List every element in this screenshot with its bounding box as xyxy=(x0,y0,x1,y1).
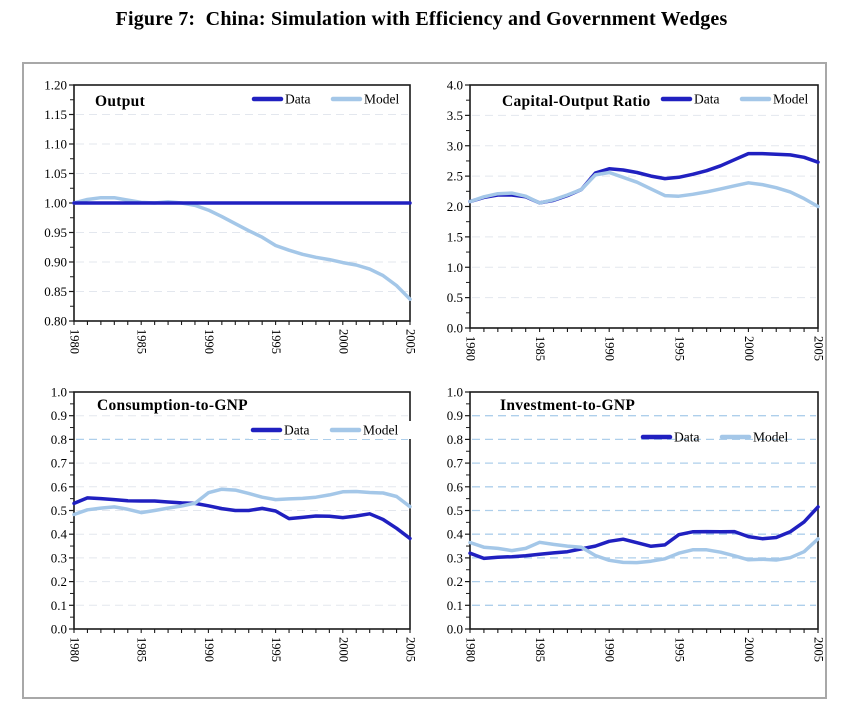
y-tick-label: 0.4 xyxy=(447,527,464,542)
y-tick-label: 0.85 xyxy=(44,284,67,299)
y-tick-label: 0.9 xyxy=(447,408,463,423)
series-line-model xyxy=(72,487,412,517)
y-tick-label: 0.95 xyxy=(44,225,67,240)
legend-label-data: Data xyxy=(674,430,699,445)
y-tick-label: 0.1 xyxy=(51,598,67,613)
x-tick-label: 1990 xyxy=(603,336,617,361)
series-line-model xyxy=(468,170,820,209)
x-tick-label: 2005 xyxy=(812,637,826,662)
x-tick-label: 1990 xyxy=(202,329,216,354)
x-tick-label: 1980 xyxy=(464,637,478,662)
y-tick-label: 1.00 xyxy=(44,196,67,211)
chart-title: Output xyxy=(95,93,146,110)
x-tick-label: 1995 xyxy=(672,336,686,361)
legend-label-model: Model xyxy=(364,92,399,107)
y-tick-label: 0.6 xyxy=(51,479,68,494)
x-tick-label: 1980 xyxy=(464,336,478,361)
y-tick-label: 0.8 xyxy=(447,432,463,447)
x-tick-label: 1980 xyxy=(68,637,82,662)
y-tick-label: 2.5 xyxy=(447,169,463,184)
y-tick-label: 0.0 xyxy=(447,622,463,637)
x-tick-label: 1985 xyxy=(533,637,547,662)
x-tick-label: 2000 xyxy=(742,336,756,361)
series-line-model xyxy=(468,537,820,565)
chart-frame: 1.20 1.15 1.10 1.05 1.00 0.95 0.90 0.85 0.80 1980… xyxy=(22,62,827,699)
y-tick-label: 0.2 xyxy=(447,574,463,589)
legend-label-data: Data xyxy=(284,423,309,438)
legend-label-data: Data xyxy=(694,92,719,107)
legend-label-model: Model xyxy=(773,92,808,107)
legend-label-data: Data xyxy=(285,92,310,107)
y-tick-label: 0.5 xyxy=(447,290,463,305)
y-tick-label: 0.3 xyxy=(51,550,67,565)
y-tick-label: 0.3 xyxy=(447,550,463,565)
series-line-data xyxy=(468,505,820,561)
x-tick-label: 1985 xyxy=(533,336,547,361)
y-tick-label: 0.90 xyxy=(44,255,67,270)
x-tick-label: 1995 xyxy=(269,637,283,662)
y-tick-label: 3.5 xyxy=(447,108,463,123)
y-tick-label: 1.0 xyxy=(447,260,463,275)
x-tick-label: 2005 xyxy=(404,329,418,354)
x-tick-label: 2000 xyxy=(336,637,350,662)
x-tick-label: 1985 xyxy=(135,637,149,662)
legend-label-model: Model xyxy=(753,430,788,445)
y-tick-label: 0.9 xyxy=(51,408,67,423)
legend-label-model: Model xyxy=(363,423,398,438)
x-tick-label: 1985 xyxy=(135,329,149,354)
y-tick-label: 0.7 xyxy=(51,456,68,471)
x-tick-label: 1980 xyxy=(68,329,82,354)
y-tick-label: 0.5 xyxy=(51,503,67,518)
x-tick-label: 1995 xyxy=(672,637,686,662)
y-tick-label: 1.15 xyxy=(44,107,67,122)
chart-title: Investment-to-GNP xyxy=(500,397,635,414)
y-tick-label: 0.0 xyxy=(51,622,67,637)
y-tick-label: 0.8 xyxy=(51,432,67,447)
y-tick-label: 1.20 xyxy=(44,78,67,93)
figure-title: Figure 7: China: Simulation with Efficie… xyxy=(115,8,728,30)
y-tick-label: 0.1 xyxy=(447,598,463,613)
y-tick-label: 0.4 xyxy=(51,527,68,542)
y-tick-label: 0.80 xyxy=(44,314,67,329)
chart-title: Capital-Output Ratio xyxy=(502,93,651,110)
y-tick-label: 0.2 xyxy=(51,574,67,589)
x-tick-label: 2005 xyxy=(812,336,826,361)
x-tick-label: 1990 xyxy=(202,637,216,662)
chart-title: Consumption-to-GNP xyxy=(97,397,248,414)
y-tick-label: 3.0 xyxy=(447,138,463,153)
x-tick-label: 2000 xyxy=(742,637,756,662)
y-tick-label: 0.7 xyxy=(447,456,464,471)
chart-output: 1.20 1.15 1.10 1.05 1.00 0.95 0.90 0.85 0.801980… xyxy=(44,78,418,355)
y-tick-label: 1.05 xyxy=(44,166,67,181)
y-tick-label: 0.6 xyxy=(447,479,464,494)
series-line-data xyxy=(72,496,412,541)
y-tick-label: 2.0 xyxy=(447,199,463,214)
x-tick-label: 1990 xyxy=(603,637,617,662)
y-tick-label: 4.0 xyxy=(447,78,463,93)
y-tick-label: 1.5 xyxy=(447,229,463,244)
y-tick-label: 1.0 xyxy=(447,385,463,400)
y-tick-label: 0.5 xyxy=(447,503,463,518)
x-tick-label: 2005 xyxy=(404,637,418,662)
y-tick-label: 1.10 xyxy=(44,137,67,152)
x-tick-label: 1995 xyxy=(269,329,283,354)
y-tick-label: 1.0 xyxy=(51,385,67,400)
y-tick-label: 0.0 xyxy=(447,321,463,336)
x-tick-label: 2000 xyxy=(336,329,350,354)
series-line-model xyxy=(72,195,412,301)
